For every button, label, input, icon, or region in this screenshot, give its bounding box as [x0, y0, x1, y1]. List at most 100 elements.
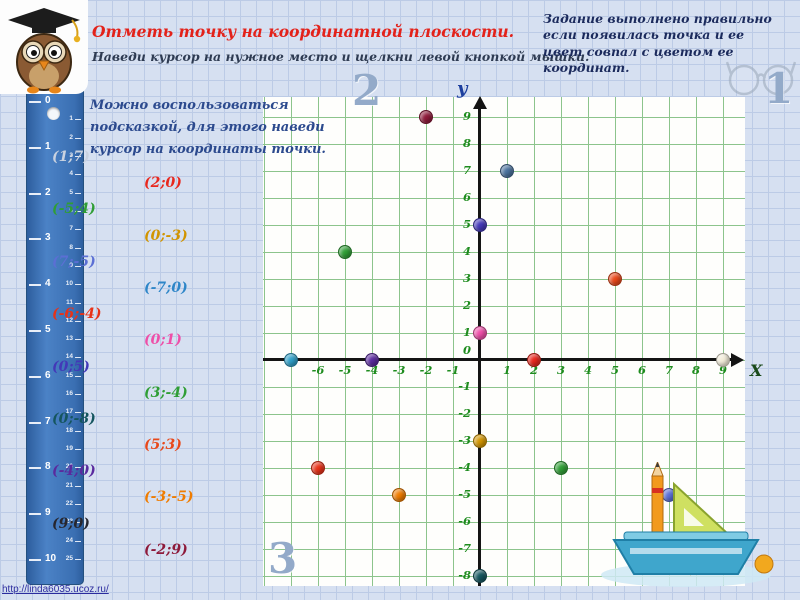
coordinate-label[interactable]: (-2;9) [144, 541, 188, 558]
coordinate-label[interactable]: (0;1) [144, 332, 182, 349]
hint-coordinate[interactable]: (3;-4) [40, 382, 255, 408]
coordinate-label[interactable]: (-7;0) [144, 279, 188, 296]
ruler-fine-tick [75, 284, 81, 286]
ruler-fine-tick [75, 229, 81, 231]
ruler-fine-label: 10 [65, 280, 73, 288]
plot-point [338, 245, 352, 259]
y-axis-tick-label: -7 [458, 541, 471, 555]
ruler-cm-label: 1 [45, 140, 51, 152]
plot-point [473, 569, 487, 583]
ruler-fine-tick [75, 155, 81, 157]
hint-coordinate[interactable]: (-6;-4) [40, 303, 255, 329]
coordinate-label[interactable]: (-3;-5) [144, 489, 194, 506]
hint-coordinate[interactable]: (2;0) [40, 172, 255, 198]
ruler-tick [29, 513, 41, 516]
hint-coordinate[interactable]: (0;-8) [40, 408, 255, 434]
ruler-cm-label: 10 [45, 553, 57, 564]
ruler-fine-label: 20 [65, 463, 73, 471]
y-axis-tick-label: 3 [462, 271, 471, 285]
hint-coordinate[interactable]: (9;0) [40, 513, 255, 539]
ruler-tick [29, 146, 41, 149]
y-axis-tick-label: -2 [458, 406, 471, 420]
x-axis-tick-label: 9 [718, 363, 727, 377]
plot-point [473, 326, 487, 340]
x-axis-tick-label: 2 [529, 363, 538, 377]
ruler: 0 1 2 3 4 5 6 7 8 9 10 1 2 3 4 5 6 7 8 9 10 11 12 13 14 15 16 17 18 1… [26, 86, 84, 585]
x-axis-tick-label: 1 [502, 363, 511, 377]
hint-coordinate[interactable]: (1;7) [40, 146, 255, 172]
y-axis-tick-label: -4 [458, 460, 471, 474]
ruler-fine-tick [75, 394, 81, 396]
x-axis-label: X [750, 361, 763, 380]
ruler-cm-label: 8 [45, 461, 51, 473]
coordinate-label[interactable]: (0;-8) [52, 410, 96, 427]
plot-point [419, 110, 433, 124]
coordinate-label[interactable]: (5;3) [144, 437, 182, 454]
origin-label: 0 [462, 343, 471, 357]
coordinate-label[interactable]: (9;0) [52, 515, 90, 532]
ruler-fine-label: 3 [69, 151, 73, 159]
ruler-fine-label: 24 [65, 536, 73, 544]
ruler-fine-tick [75, 467, 81, 469]
coordinate-label[interactable]: (3;-4) [144, 384, 188, 401]
coordinate-label[interactable]: (-4;0) [52, 463, 96, 480]
ruler-hole [47, 107, 60, 120]
hint-coordinate[interactable]: (-3;-5) [40, 486, 255, 512]
plot-point [716, 353, 730, 367]
ruler-fine-tick [75, 320, 81, 322]
ruler-tick [29, 101, 41, 103]
ruler-tick [29, 330, 41, 332]
coordinate-label[interactable]: (0;-3) [144, 227, 188, 244]
y-axis-tick-label: -6 [458, 514, 471, 528]
hint-coordinate[interactable]: (-7;0) [40, 277, 255, 303]
ruler-fine-tick [75, 357, 81, 359]
y-axis-tick-label: 4 [462, 244, 471, 258]
x-axis-tick-label: 3 [556, 363, 565, 377]
hint-coordinate[interactable]: (0;1) [40, 329, 255, 355]
hint-coordinate[interactable]: (5;3) [40, 434, 255, 460]
ruler-fine-tick [75, 174, 81, 176]
ruler-fine-tick [75, 449, 81, 451]
y-axis-arrow-icon [472, 96, 487, 109]
ruler-fine-label: 4 [69, 170, 73, 178]
ruler-tick [29, 421, 41, 424]
coordinate-label[interactable]: (2;0) [144, 175, 182, 192]
x-axis-arrow-icon [731, 352, 744, 367]
ruler-fine-tick [75, 412, 81, 414]
coordinate-label[interactable]: (7;-5) [52, 253, 96, 270]
coordinate-label[interactable]: (0;5) [52, 358, 90, 375]
y-axis-tick-label: -8 [458, 568, 471, 582]
x-axis-tick-label: -1 [446, 363, 460, 377]
ruler-cm-label: 5 [45, 324, 51, 335]
ruler-fine-label: 19 [65, 445, 73, 453]
task-title: Отметь точку на координатной плоскости. [92, 22, 515, 41]
slide-number-3: 3 [268, 534, 298, 583]
site-link[interactable]: http://linda6035.ucoz.ru/ [2, 584, 109, 595]
coordinate-label[interactable]: (1;7) [52, 149, 90, 165]
ruler-cm-label: 3 [45, 232, 51, 244]
hint-coordinate[interactable]: (0;5) [40, 356, 255, 382]
coordinate-plane[interactable]: 0 -6 -5 -4 -3 -2 -1 1 2 3 4 5 6 7 8 9 9 8 7 6 5 4 3 2 1 -1 -2 -3 -4… [263, 96, 745, 586]
ruler-cm-label: 4 [45, 278, 51, 290]
y-axis-tick-label: -5 [458, 487, 471, 501]
y-axis-tick-label: -3 [458, 433, 471, 447]
plot-point [473, 218, 487, 232]
ruler-fine-tick [75, 430, 81, 432]
plot-point [284, 353, 298, 367]
hint-coordinate[interactable]: (-4;0) [40, 460, 255, 486]
hint-coordinate[interactable]: (0;-3) [40, 225, 255, 251]
y-axis-label: у [457, 78, 468, 99]
hint-coordinate[interactable]: (7;-5) [40, 251, 255, 277]
x-axis-tick-label: 6 [637, 363, 646, 377]
hint-coordinate[interactable]: (-2;9) [40, 539, 255, 565]
hint-instructions: Можно воспользоваться подсказкой, для эт… [90, 98, 326, 158]
coordinate-hints: (1;7) (2;0) (-5;4) (0;-3) (7;-5) (-7;0) (-6;-4… [40, 146, 255, 565]
coordinate-label[interactable]: (-6;-4) [52, 306, 102, 323]
plot-point [554, 461, 568, 475]
x-axis-tick-label: 5 [610, 363, 619, 377]
hint-coordinate[interactable]: (-5;4) [40, 198, 255, 224]
coordinate-label[interactable]: (-5;4) [52, 201, 96, 218]
x-axis-tick-label: 4 [583, 363, 592, 377]
plot-point [500, 164, 514, 178]
